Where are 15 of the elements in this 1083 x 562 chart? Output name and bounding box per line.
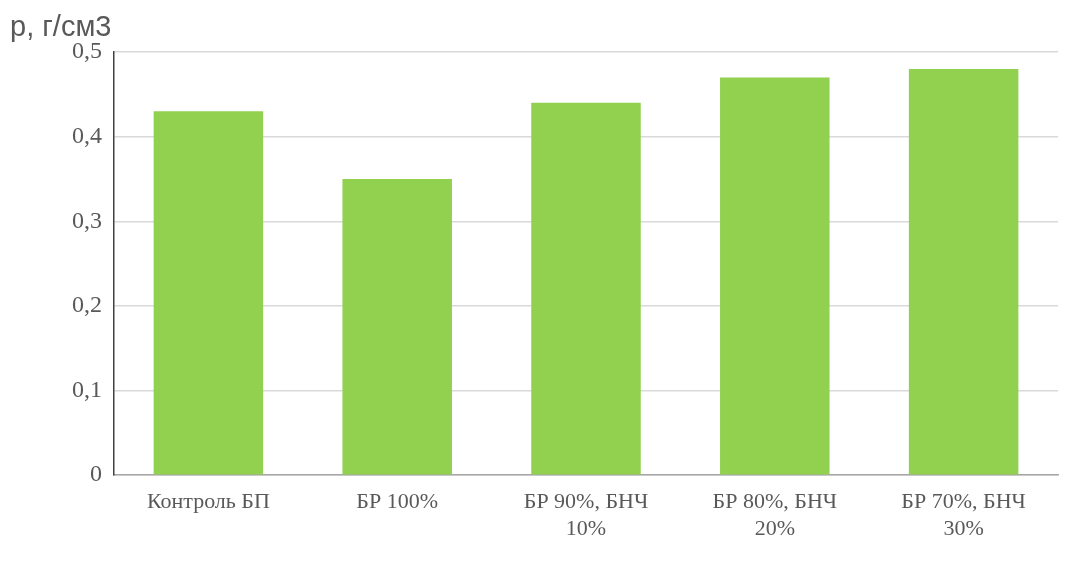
x-tick-label: БР 80%, БНЧ 20% [712, 488, 838, 540]
x-tick-label: БР 90%, БНЧ 10% [523, 488, 649, 540]
y-tick-label: 0,1 [72, 375, 102, 402]
x-tick-label: Контроль БП [146, 488, 270, 514]
bar [153, 111, 264, 475]
x-tick-label: БР 100% [356, 488, 439, 514]
y-tick-label: 0,4 [72, 121, 102, 148]
x-tick-label: БР 70%, БНЧ 30% [901, 488, 1026, 540]
bar [531, 102, 641, 475]
bar [720, 77, 830, 475]
y-tick-label: 0,2 [72, 291, 102, 318]
y-tick-label: 0,3 [72, 206, 102, 233]
bar [908, 68, 1019, 475]
y-tick-label: 0 [90, 460, 102, 487]
bar [342, 178, 452, 475]
